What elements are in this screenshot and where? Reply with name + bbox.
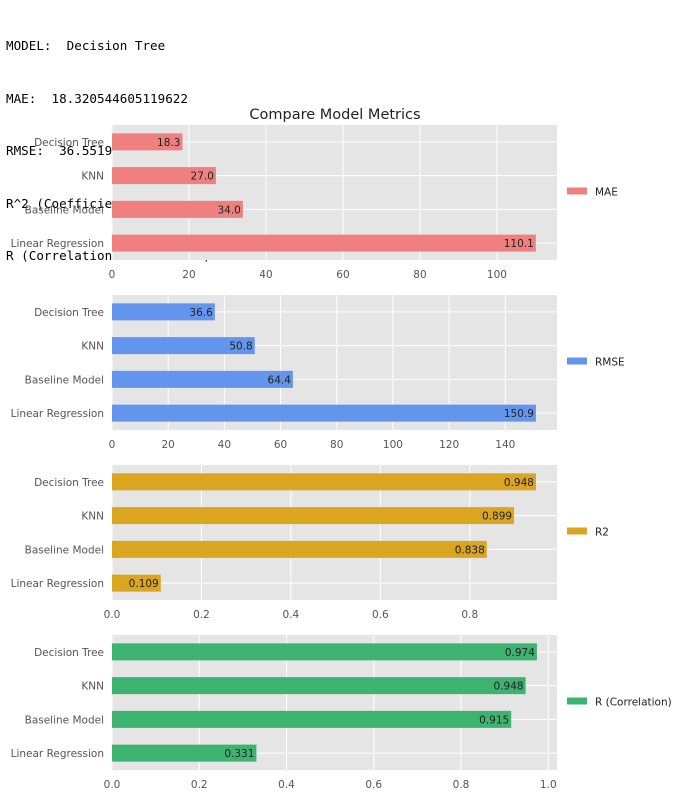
x-tick-label-rmse: 80 [330, 439, 343, 451]
mae-line: MAE: 18.320544605119622 [6, 90, 188, 106]
bar-rmse-knn [112, 337, 255, 355]
y-tick-label-baseline-model: Baseline Model [25, 204, 104, 216]
x-tick-label-rmse: 0 [109, 439, 116, 451]
bar-mae-baseline-model [112, 200, 243, 218]
legend-swatch-r2 [567, 527, 587, 535]
bar-mae-decision-tree [112, 133, 183, 151]
bar-label-mae-linear-regression: 110.1 [504, 238, 534, 250]
y-tick-label-decision-tree: Decision Tree [34, 647, 104, 659]
bar-r-correlation-linear-regression [112, 744, 257, 762]
x-tick-label-rmse: 40 [218, 439, 231, 451]
x-tick-label-r-correlation: 0.0 [104, 779, 121, 791]
bar-label-mae-knn: 27.0 [191, 171, 214, 183]
y-tick-label-knn: KNN [81, 511, 104, 523]
legend-swatch-r-correlation [567, 697, 587, 705]
bar-label-r2-linear-regression: 0.109 [129, 578, 159, 590]
bar-label-mae-decision-tree: 18.3 [157, 137, 180, 149]
x-tick-label-r2: 0.0 [104, 609, 121, 621]
x-tick-label-r2: 0.6 [372, 609, 389, 621]
y-tick-label-decision-tree: Decision Tree [34, 137, 104, 149]
bar-rmse-linear-regression [112, 404, 536, 422]
bar-label-r-correlation-baseline-model: 0.915 [479, 714, 509, 726]
y-tick-label-knn: KNN [81, 341, 104, 353]
x-tick-label-rmse: 140 [495, 439, 515, 451]
bar-label-r-correlation-knn: 0.948 [494, 681, 524, 693]
x-tick-label-rmse: 20 [161, 439, 174, 451]
panel-r-correlation: 0.0 0.2 0.4 0.6 0.8 1.0 0.974 Decision Tree 0.94… [11, 635, 672, 791]
bar-label-rmse-knn: 50.8 [229, 341, 252, 353]
chart-title: Compare Model Metrics [249, 107, 420, 123]
x-tick-label-r-correlation: 0.4 [278, 779, 295, 791]
legend-label-rmse: RMSE [595, 357, 625, 369]
x-tick-label-r-correlation: 0.2 [191, 779, 208, 791]
y-tick-label-linear-regression: Linear Regression [11, 408, 104, 420]
x-tick-label-rmse: 60 [274, 439, 287, 451]
x-tick-label-r-correlation: 1.0 [540, 779, 557, 791]
y-tick-label-baseline-model: Baseline Model [25, 544, 104, 556]
panel-mae: 0 20 40 60 80 100 18.3 Decision Tree 27.0 KNN 34.0… [11, 125, 618, 281]
x-tick-label-r2: 0.8 [461, 609, 478, 621]
bar-label-r2-knn: 0.899 [482, 511, 512, 523]
bar-label-mae-baseline-model: 34.0 [217, 204, 240, 216]
bar-label-rmse-baseline-model: 64.4 [268, 374, 292, 386]
y-tick-label-baseline-model: Baseline Model [25, 714, 104, 726]
y-tick-label-baseline-model: Baseline Model [25, 374, 104, 386]
y-tick-label-knn: KNN [81, 681, 104, 693]
x-tick-label-rmse: 100 [383, 439, 403, 451]
x-tick-label-mae: 60 [336, 269, 349, 281]
panel-rmse: 0 20 40 60 80 100 120 140 36.6 Decision Tree 50.8 K… [11, 295, 625, 451]
bar-mae-knn [112, 167, 216, 185]
bar-r-correlation-baseline-model [112, 710, 512, 728]
bar-mae-linear-regression [112, 234, 536, 252]
y-tick-label-linear-regression: Linear Regression [11, 238, 104, 250]
bar-label-rmse-linear-regression: 150.9 [504, 408, 534, 420]
bar-label-r-correlation-linear-regression: 0.331 [224, 748, 254, 760]
legend-label-mae: MAE [595, 187, 618, 199]
bar-r2-knn [112, 507, 515, 525]
bar-r2-baseline-model [112, 540, 487, 558]
bar-r-correlation-knn [112, 677, 526, 695]
bar-r2-linear-regression [112, 574, 161, 592]
x-tick-label-mae: 100 [487, 269, 507, 281]
bar-r2-decision-tree [112, 473, 536, 491]
x-tick-label-r2: 0.2 [193, 609, 210, 621]
y-tick-label-knn: KNN [81, 171, 104, 183]
legend-swatch-mae [567, 187, 587, 195]
x-tick-label-mae: 20 [182, 269, 195, 281]
x-tick-label-mae: 40 [259, 269, 272, 281]
panel-r2: 0.0 0.2 0.4 0.6 0.8 0.948 Decision Tree 0.899 KN… [11, 465, 609, 621]
x-tick-label-rmse: 120 [439, 439, 459, 451]
y-tick-label-decision-tree: Decision Tree [34, 307, 104, 319]
bar-label-r-correlation-decision-tree: 0.974 [505, 647, 535, 659]
legend-label-r-correlation: R (Correlation) [595, 697, 672, 709]
bar-label-r2-baseline-model: 0.838 [455, 544, 485, 556]
y-tick-label-linear-regression: Linear Regression [11, 578, 104, 590]
model-line: MODEL: Decision Tree [6, 38, 166, 53]
legend-swatch-rmse [567, 357, 587, 365]
x-tick-label-r-correlation: 0.6 [365, 779, 382, 791]
bar-rmse-decision-tree [112, 303, 215, 321]
y-tick-label-linear-regression: Linear Regression [11, 748, 104, 760]
x-tick-label-mae: 80 [413, 269, 426, 281]
bar-label-r2-decision-tree: 0.948 [504, 477, 534, 489]
y-tick-label-decision-tree: Decision Tree [34, 477, 104, 489]
bar-rmse-baseline-model [112, 370, 293, 388]
bar-r-correlation-decision-tree [112, 643, 537, 661]
legend-label-r2: R2 [595, 527, 609, 539]
bar-label-rmse-decision-tree: 36.6 [189, 307, 213, 319]
x-tick-label-mae: 0 [109, 269, 116, 281]
x-tick-label-r2: 0.4 [283, 609, 300, 621]
x-tick-label-r-correlation: 0.8 [453, 779, 470, 791]
